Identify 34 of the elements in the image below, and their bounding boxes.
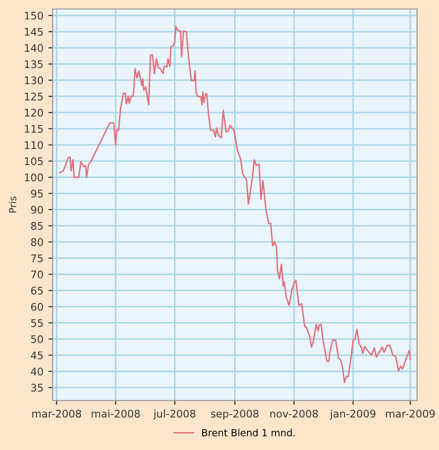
y-tick-label: 115 — [24, 125, 43, 133]
line-series — [58, 25, 411, 384]
x-tick-label: jan-2009 — [330, 410, 376, 420]
y-tick-label: 125 — [24, 92, 43, 100]
x-tick-label: mai-2008 — [92, 410, 140, 418]
y-tick-label: 150 — [24, 12, 43, 20]
y-tick-label: 100 — [24, 173, 43, 182]
y-tick-label: 90 — [31, 206, 43, 214]
y-tick-label: 105 — [24, 157, 43, 166]
y-tick-label: 65 — [31, 286, 43, 295]
y-axis-title: Pris — [8, 196, 16, 213]
x-tick-label: mar-2009 — [386, 410, 435, 418]
y-tick-label: 135 — [24, 60, 43, 68]
y-tick-label: 95 — [31, 190, 43, 198]
y-tick-label: 140 — [24, 44, 43, 52]
legend-label: Brent Blend 1 mnd. — [202, 428, 295, 436]
y-tick-label: 60 — [31, 302, 43, 311]
y-tick-label: 110 — [24, 141, 43, 149]
y-tick-label: 120 — [24, 108, 43, 117]
y-tick-label: 145 — [24, 28, 43, 36]
y-tick-label: 130 — [24, 76, 43, 84]
y-tick-label: 70 — [31, 270, 43, 278]
y-tick-label: 35 — [31, 384, 43, 392]
y-tick-label: 55 — [31, 319, 43, 327]
y-tick-label: 45 — [30, 352, 43, 360]
x-tick-label: nov-2008 — [270, 410, 318, 418]
y-tick-label: 40 — [30, 368, 43, 376]
y-tick-label: 75 — [31, 254, 43, 262]
y-tick-label: 50 — [31, 335, 43, 344]
x-tick-label: sep-2008 — [211, 410, 259, 420]
y-tick-label: 80 — [31, 238, 43, 246]
x-tick-label: jul-2008 — [153, 410, 196, 420]
y-tick-label: 85 — [31, 222, 43, 230]
x-tick-label: mar-2008 — [32, 410, 82, 418]
